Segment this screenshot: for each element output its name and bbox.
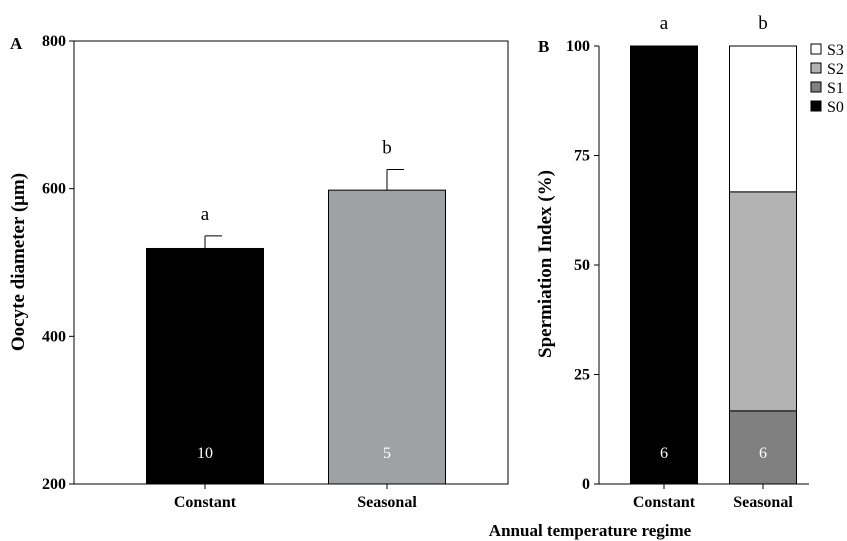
panel-b-bar-segment-s0: [630, 45, 698, 485]
panel-a: A Oocyte diameter (μm) 200 400 600 800 a 10 b…: [8, 33, 509, 511]
panel-a-significance-letter: a: [201, 204, 210, 225]
panel-a-x-tick-label: Constant: [174, 494, 237, 511]
legend-swatch-s0: [810, 100, 822, 112]
panel-a-axes: [73, 40, 509, 485]
panel-a-letter: A: [10, 34, 23, 53]
legend-label-s1: S1: [827, 80, 844, 97]
panel-b-bar-segment-s3: [729, 45, 797, 193]
legend-swatch-s3: [810, 43, 822, 55]
legend-label-s0: S0: [827, 99, 844, 116]
legend-swatch-s1: [810, 81, 822, 93]
panel-b-y-tick-label: 100: [566, 38, 590, 55]
panel-b-legend: S3 S2 S1 S0: [810, 42, 844, 116]
panel-a-sample-size: 5: [383, 445, 391, 462]
panel-b-sample-size: 6: [759, 445, 767, 462]
panel-b-y-tick-label: 50: [574, 257, 590, 274]
panel-b-x-tick-label: Constant: [633, 494, 696, 511]
panel-a-frame: [73, 40, 509, 485]
figure-xlabel: Annual temperature regime: [489, 521, 692, 540]
panel-b-letter: B: [538, 37, 549, 56]
panel-a-x-tick-label: Seasonal: [357, 494, 417, 511]
panel-a-x-tick-labels: Constant Seasonal: [174, 484, 417, 511]
panel-b-x-tick-label: Seasonal: [733, 494, 793, 511]
panel-a-bar: [328, 189, 446, 485]
panel-a-bars: a 10 b 5: [146, 137, 446, 485]
panel-b-significance-letter: a: [660, 13, 669, 34]
legend-swatch-s2: [810, 62, 822, 74]
panel-b-ylabel: Spermiation Index (%): [535, 170, 556, 358]
panel-a-y-tick-label: 200: [42, 476, 66, 493]
panel-a-ylabel: Oocyte diameter (μm): [8, 173, 29, 351]
panel-a-sample-size: 10: [197, 445, 213, 462]
panel-a-y-ticks: 200 400 600 800: [42, 33, 74, 493]
panel-a-y-tick-label: 600: [42, 181, 66, 198]
panel-b-bar-segment-s2: [729, 191, 797, 412]
panel-b-bars: a 6 b 6: [630, 13, 797, 485]
panel-b-sample-size: 6: [660, 445, 668, 462]
legend-label-s3: S3: [827, 42, 844, 59]
panel-a-y-tick-label: 800: [42, 33, 66, 50]
panel-a-y-tick-label: 400: [42, 328, 66, 345]
panel-b-y-tick-label: 25: [574, 367, 590, 384]
panel-b-significance-letter: b: [758, 13, 768, 34]
panel-a-significance-letter: b: [382, 137, 392, 158]
legend-label-s2: S2: [827, 61, 844, 78]
panel-a-bar: [146, 247, 264, 485]
panel-b-y-ticks: 0 25 50 75 100: [566, 38, 599, 493]
panel-b-bar-segment-s1: [729, 410, 797, 485]
panel-b-x-tick-labels: Constant Seasonal: [633, 484, 793, 511]
panel-b-y-tick-label: 0: [582, 476, 590, 493]
panel-b-y-tick-label: 75: [574, 148, 590, 165]
